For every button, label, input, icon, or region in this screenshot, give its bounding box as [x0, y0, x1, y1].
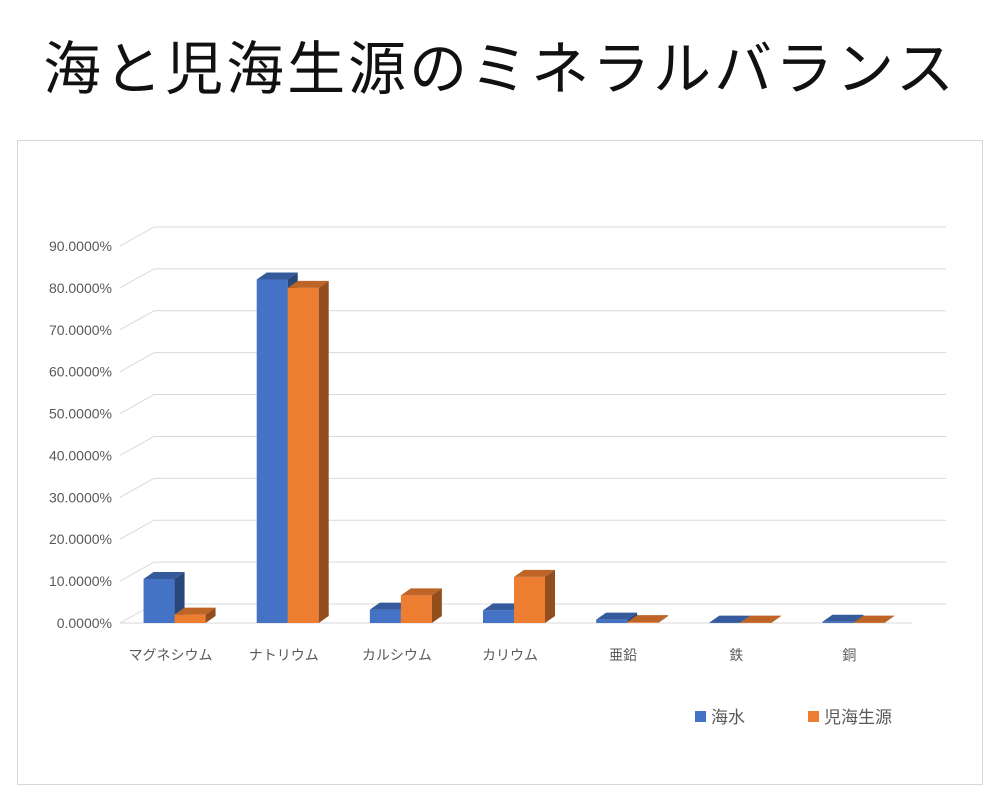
gridline-depth	[119, 436, 155, 456]
bar-1-5	[740, 615, 782, 623]
bar-1-2	[400, 588, 442, 623]
gridline-depth	[119, 310, 155, 331]
bar-1-1	[287, 280, 329, 623]
gridline-depth	[119, 226, 155, 247]
x-axis-categories: マグネシウム ナトリウム カルシウム カリウム 亜鉛 鉄 銅	[129, 648, 857, 664]
y-tick-label: 0.0000%	[57, 615, 112, 631]
bar-0-0	[143, 572, 185, 623]
y-tick-label: 50.0000%	[49, 406, 112, 422]
gridline-depth	[119, 394, 155, 414]
y-axis-ticks: 0.0000% 10.0000% 20.0000% 30.0000% 40.0000% 5…	[49, 238, 112, 631]
y-tick-label: 30.0000%	[49, 489, 112, 505]
y-tick-label: 20.0000%	[49, 531, 112, 547]
legend-swatch	[808, 711, 819, 722]
legend-swatch	[695, 711, 706, 722]
legend-label: 海水	[711, 708, 745, 728]
y-tick-label: 70.0000%	[49, 322, 112, 338]
x-category-label: カリウム	[482, 648, 538, 664]
x-category-label: 鉄	[729, 648, 743, 664]
x-category-label: 銅	[842, 648, 856, 664]
bar-1-0	[174, 607, 216, 623]
x-category-label: カルシウム	[362, 648, 432, 664]
bar-1-4	[627, 615, 669, 623]
bar-1-3	[514, 569, 555, 623]
y-tick-label: 40.0000%	[49, 447, 112, 463]
y-tick-label: 60.0000%	[49, 364, 112, 380]
legend: 海水 児海生源	[695, 708, 892, 728]
x-category-label: ナトリウム	[249, 648, 319, 664]
grid-layer	[119, 226, 946, 624]
legend-label: 児海生源	[824, 708, 892, 728]
gridline-depth	[119, 352, 155, 373]
y-tick-label: 90.0000%	[49, 238, 112, 254]
y-tick-label: 80.0000%	[49, 280, 112, 296]
x-category-label: 亜鉛	[609, 648, 637, 664]
gridline-depth	[119, 477, 155, 498]
bar-1-6	[853, 615, 895, 623]
bar-layer	[143, 272, 895, 623]
gridline-depth	[119, 268, 155, 289]
y-tick-label: 10.0000%	[49, 573, 112, 589]
chart-frame	[17, 140, 983, 785]
x-category-label: マグネシウム	[129, 648, 213, 664]
gridline-depth	[119, 561, 155, 582]
page-title: 海と児海生源のミネラルバランス	[43, 35, 957, 103]
gridline-depth	[119, 519, 155, 540]
